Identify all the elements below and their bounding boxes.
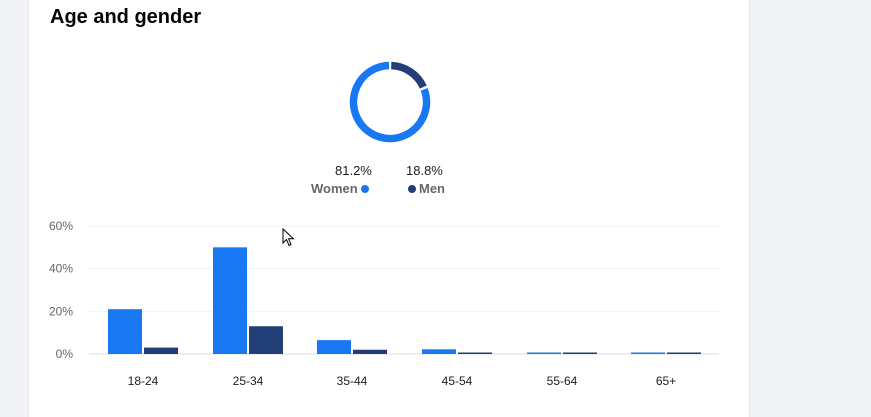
age-gender-card: Age and gender 81.2% 18.8% Women Men 0% 2…	[28, 0, 750, 417]
age-bar-chart: 0% 20% 40% 60% 18-24 25-34 35-44 45-54 55-64 65+	[49, 219, 719, 388]
bar-women-55-64[interactable]	[527, 352, 561, 355]
gender-donut-chart	[349, 61, 431, 143]
legend-women-dot	[360, 184, 369, 193]
x-tick-label: 25-34	[233, 374, 264, 388]
bar-women-65+[interactable]	[631, 352, 665, 355]
bar-men-65+[interactable]	[667, 352, 701, 355]
bar-men-45-54[interactable]	[458, 352, 492, 355]
x-tick-label: 65+	[656, 374, 676, 388]
bar-women-18-24[interactable]	[108, 309, 142, 354]
bar-men-25-34[interactable]	[249, 326, 283, 354]
women-percent: 81.2%	[335, 163, 372, 178]
y-tick-label: 0%	[56, 347, 74, 361]
legend-women-label: Women	[311, 181, 358, 196]
bar-women-45-54[interactable]	[422, 349, 456, 354]
y-tick-label: 60%	[49, 219, 73, 233]
x-tick-label: 45-54	[442, 374, 473, 388]
x-tick-label: 18-24	[128, 374, 159, 388]
card-title: Age and gender	[50, 6, 202, 28]
bar-men-55-64[interactable]	[563, 352, 597, 355]
bar-women-25-34[interactable]	[213, 247, 247, 354]
y-tick-label: 40%	[49, 262, 73, 276]
men-percent: 18.8%	[406, 163, 443, 178]
mouse-cursor-icon	[282, 228, 295, 247]
y-tick-label: 20%	[49, 304, 73, 318]
legend-men-dot	[408, 184, 416, 193]
legend-men-label: Men	[419, 181, 445, 196]
bar-women-35-44[interactable]	[317, 340, 351, 354]
bar-men-18-24[interactable]	[144, 347, 178, 354]
donut-slice-men	[349, 61, 431, 143]
x-tick-label: 55-64	[547, 374, 578, 388]
legend-men: Men	[408, 181, 445, 196]
x-tick-label: 35-44	[337, 374, 368, 388]
donut-slice-women	[349, 61, 431, 143]
legend-women: Women	[311, 181, 369, 196]
bar-men-35-44[interactable]	[353, 349, 387, 354]
